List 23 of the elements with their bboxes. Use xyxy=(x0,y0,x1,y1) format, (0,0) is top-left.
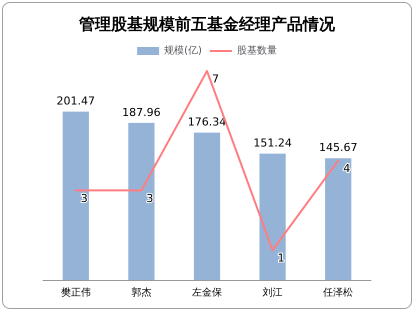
data-label: 187.96 xyxy=(122,106,161,119)
x-tick-label: 左金保 xyxy=(192,286,222,298)
data-label: 176.34 xyxy=(188,116,226,129)
data-label: 1 xyxy=(278,252,285,265)
bar xyxy=(62,112,89,280)
data-label: 201.47 xyxy=(56,94,96,108)
data-label: 3 xyxy=(146,192,154,205)
bar xyxy=(194,132,220,280)
bar xyxy=(259,154,286,280)
data-label: 151.24 xyxy=(253,136,292,150)
x-tick-label: 任泽松 xyxy=(322,286,354,298)
x-tick-label: 郭杰 xyxy=(131,286,152,298)
data-label: 4 xyxy=(343,162,350,176)
data-label: 7 xyxy=(212,72,219,86)
x-tick-label: 刘江 xyxy=(262,286,283,298)
x-tick-label: 樊正伟 xyxy=(60,286,91,298)
data-label: 145.67 xyxy=(318,141,358,154)
legend-label: 股基数量 xyxy=(236,44,277,56)
legend-label: 规模(亿) xyxy=(164,44,202,56)
data-label: 3 xyxy=(80,192,88,205)
bar xyxy=(128,122,155,280)
chart-title: 管理股基规模前五基金经理产品情况 xyxy=(78,14,336,34)
bar xyxy=(325,158,352,280)
